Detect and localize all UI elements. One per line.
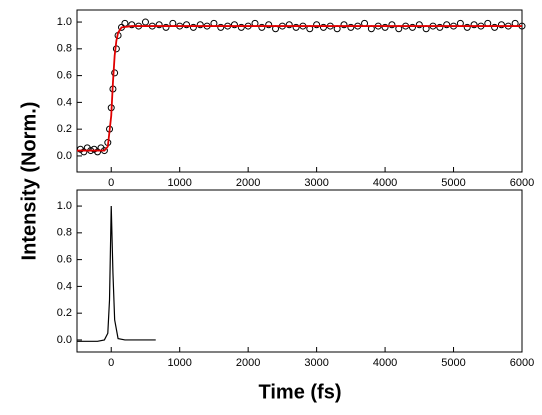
data-point bbox=[408, 23, 416, 31]
data-point bbox=[141, 18, 149, 26]
data-point bbox=[265, 21, 273, 29]
plot-frame bbox=[76, 9, 523, 173]
data-point bbox=[491, 23, 499, 31]
data-point bbox=[128, 21, 136, 29]
x-tick-label: 2000 bbox=[236, 177, 260, 189]
x-axis-label: Time (fs) bbox=[259, 381, 342, 403]
fit-line bbox=[77, 25, 522, 152]
data-point bbox=[347, 23, 355, 31]
data-point bbox=[313, 21, 321, 29]
x-tick-label: 1000 bbox=[167, 177, 191, 189]
y-tick-label: 1.0 bbox=[57, 200, 72, 212]
y-tick-label: 0.2 bbox=[57, 123, 72, 135]
data-point bbox=[292, 23, 300, 31]
x-tick-label: 3000 bbox=[304, 177, 328, 189]
data-point bbox=[415, 21, 423, 29]
x-tick-label: 5000 bbox=[441, 357, 465, 369]
y-tick-label: 1.0 bbox=[57, 16, 72, 28]
data-point bbox=[217, 23, 225, 31]
data-point bbox=[155, 21, 163, 29]
data-point bbox=[183, 21, 191, 29]
x-tick-label: 2000 bbox=[236, 357, 260, 369]
x-tick-label: 1000 bbox=[167, 357, 191, 369]
data-line bbox=[77, 206, 156, 342]
y-tick-label: 0.0 bbox=[57, 334, 72, 346]
x-tick-label: 3000 bbox=[304, 357, 328, 369]
data-point bbox=[319, 23, 327, 31]
data-point bbox=[162, 23, 170, 31]
plot-frame bbox=[76, 189, 523, 353]
x-tick-label: 4000 bbox=[373, 357, 397, 369]
x-tick-label: 0 bbox=[108, 177, 114, 189]
data-point bbox=[285, 21, 293, 29]
x-tick-label: 4000 bbox=[373, 177, 397, 189]
data-point bbox=[381, 23, 389, 31]
data-point bbox=[80, 148, 88, 156]
data-point bbox=[111, 69, 119, 77]
y-tick-label: 0.4 bbox=[57, 96, 72, 108]
y-tick-label: 0.4 bbox=[57, 280, 72, 292]
y-tick-label: 0.6 bbox=[57, 70, 72, 82]
data-point bbox=[388, 21, 396, 29]
data-point bbox=[436, 23, 444, 31]
data-point bbox=[258, 23, 266, 31]
y-tick-label: 0.8 bbox=[57, 43, 72, 55]
data-point bbox=[340, 21, 348, 29]
x-tick-label: 5000 bbox=[441, 177, 465, 189]
data-point bbox=[237, 23, 245, 31]
y-tick-label: 0.0 bbox=[57, 150, 72, 162]
data-point bbox=[463, 23, 471, 31]
data-point bbox=[94, 148, 102, 156]
y-tick-label: 0.6 bbox=[57, 254, 72, 266]
y-axis-label: Intensity (Norm.) bbox=[18, 102, 40, 261]
data-point bbox=[196, 21, 204, 29]
data-point bbox=[443, 21, 451, 29]
data-point bbox=[470, 21, 478, 29]
data-point bbox=[497, 21, 505, 29]
data-point bbox=[121, 19, 129, 27]
data-point bbox=[230, 21, 238, 29]
y-tick-label: 0.8 bbox=[57, 227, 72, 239]
y-tick-label: 0.2 bbox=[57, 307, 72, 319]
x-tick-label: 6000 bbox=[510, 357, 534, 369]
data-point bbox=[189, 23, 197, 31]
x-tick-label: 0 bbox=[108, 357, 114, 369]
x-tick-label: 6000 bbox=[510, 177, 534, 189]
